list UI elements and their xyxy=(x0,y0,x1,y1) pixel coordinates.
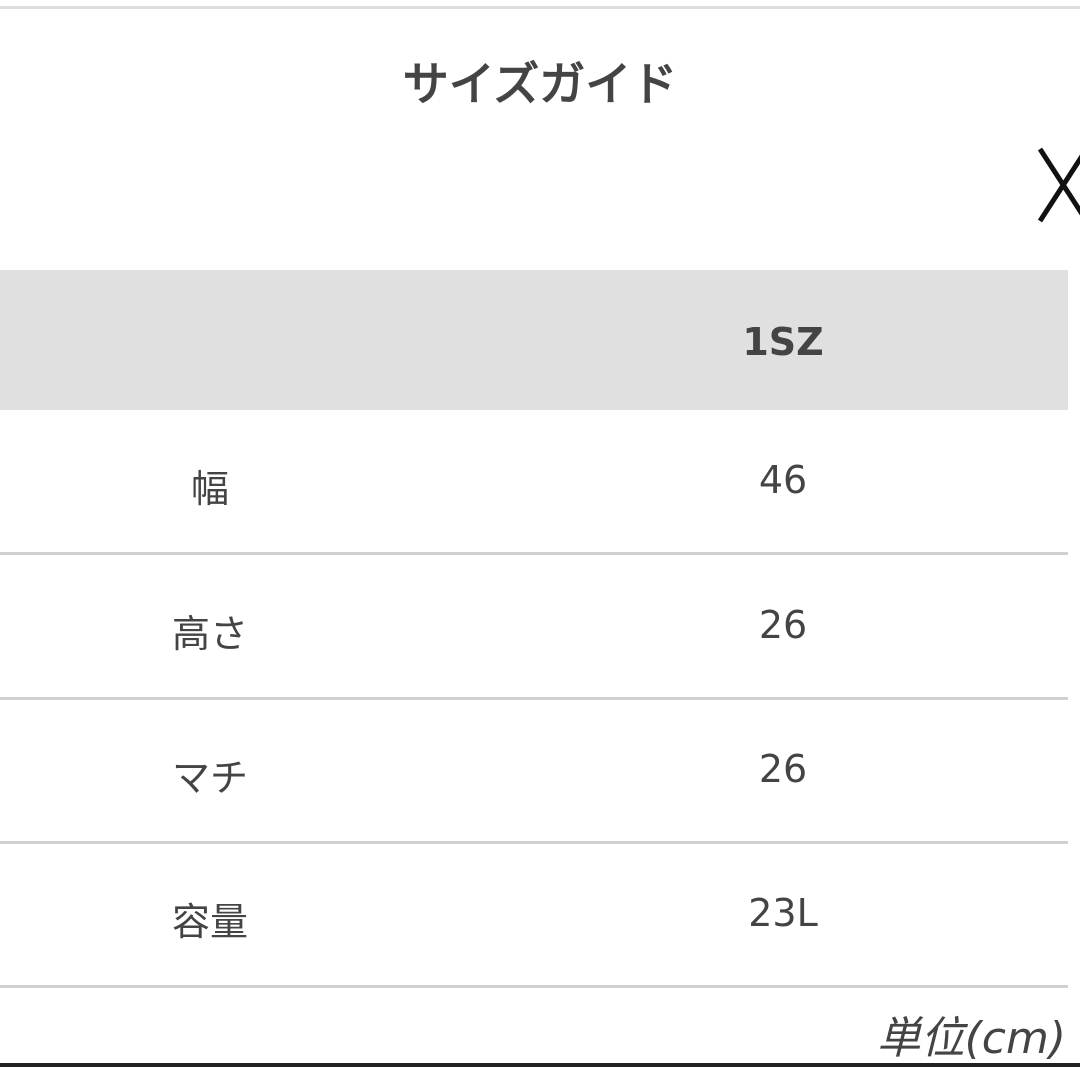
unit-note: 単位(cm) xyxy=(876,1013,1066,1064)
bottom-divider xyxy=(0,1063,1080,1067)
row-value: 26 xyxy=(758,603,808,647)
row-label: マチ xyxy=(171,756,248,800)
table-row: 容量 23L xyxy=(0,843,1068,988)
row-label: 幅 xyxy=(190,467,229,511)
close-button[interactable] xyxy=(1036,145,1080,225)
table-row: マチ 26 xyxy=(0,699,1068,844)
row-label: 容量 xyxy=(171,900,248,944)
modal-title: サイズガイド xyxy=(402,57,678,111)
row-value: 23L xyxy=(748,891,818,935)
header-size: 1SZ xyxy=(742,320,824,364)
table-row: 高さ 26 xyxy=(0,555,1068,700)
close-icon xyxy=(1037,147,1080,223)
row-value: 26 xyxy=(758,747,808,791)
top-divider xyxy=(0,0,1080,9)
row-label: 高さ xyxy=(171,612,248,656)
table-header: 1SZ xyxy=(0,270,1068,410)
row-value: 46 xyxy=(758,458,808,502)
table-row: 幅 46 xyxy=(0,410,1068,555)
